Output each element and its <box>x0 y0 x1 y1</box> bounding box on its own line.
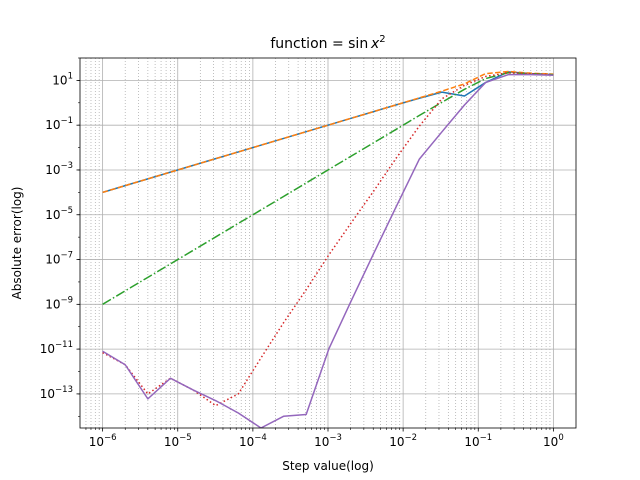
y-tick-label: 10−7 <box>45 251 73 267</box>
y-tick-label: 10−3 <box>45 161 73 177</box>
x-tick-label: 10−2 <box>389 433 417 449</box>
y-tick-label: 10−9 <box>45 295 73 311</box>
x-tick-label: 10−5 <box>164 433 192 449</box>
x-tick-label: 10−4 <box>239 433 267 449</box>
series-group <box>102 70 554 428</box>
x-tick-label: 100 <box>543 433 564 449</box>
ticks: 10−6 10−5 10−4 10−3 10−2 10−1 100 101 10−1 10−3 10… <box>40 57 564 449</box>
y-tick-label: 101 <box>52 71 73 87</box>
chart-title: function = sin x2 <box>270 34 385 52</box>
x-tick-label: 10−3 <box>314 433 342 449</box>
series-line-5 <box>102 73 554 428</box>
y-tick-label: 10−5 <box>45 206 73 222</box>
y-tick-label: 10−13 <box>40 385 73 401</box>
series-line-1 <box>102 71 554 194</box>
series-line-4 <box>102 71 554 407</box>
x-axis-label: Step value(log) <box>282 459 374 473</box>
x-tick-label: 10−1 <box>464 433 492 449</box>
y-tick-label: 10−11 <box>40 340 73 356</box>
y-axis-label: Absolute error(log) <box>10 187 24 300</box>
series-line-3 <box>102 71 554 305</box>
x-tick-label: 10−6 <box>89 433 117 449</box>
y-tick-label: 10−1 <box>45 116 73 132</box>
